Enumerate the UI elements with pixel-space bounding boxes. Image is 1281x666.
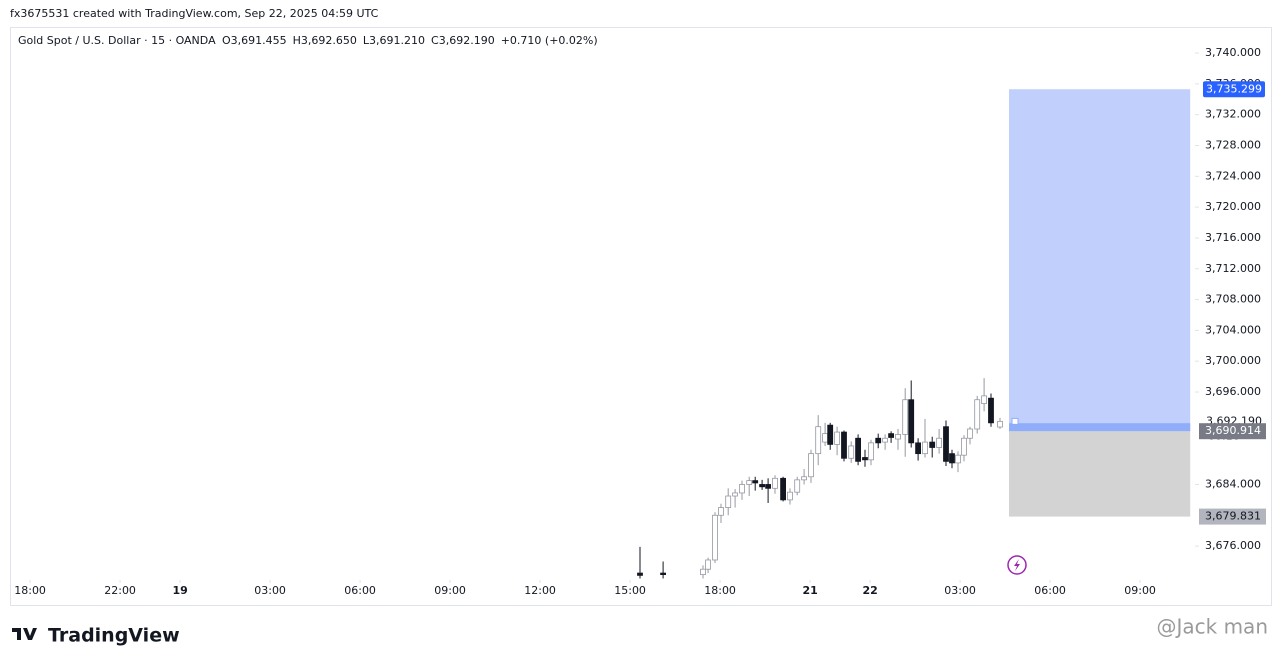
x-tick-label: 09:00	[434, 584, 466, 597]
ohlc-value: O3,691.455	[222, 34, 287, 47]
candle-body	[801, 476, 807, 481]
candle-body	[988, 397, 994, 424]
y-tick-label: 3,724.000	[1205, 169, 1261, 182]
candle-body	[967, 428, 973, 439]
x-tick-label: 19	[172, 584, 187, 597]
candle-body	[827, 424, 834, 445]
ohlc-value: L3,691.210	[363, 34, 425, 47]
stop-zone	[1009, 431, 1191, 517]
candle-body	[888, 433, 894, 438]
y-tick-label: 3,716.000	[1205, 231, 1261, 244]
candle-body	[902, 399, 909, 435]
lightning-icon	[1007, 555, 1027, 575]
candle-body	[834, 431, 840, 445]
candle-body	[752, 480, 759, 484]
candle-body	[929, 441, 936, 448]
candle-body	[746, 480, 753, 485]
y-tick-label: 3,684.000	[1205, 477, 1261, 490]
x-tick-label: 09:00	[1124, 584, 1156, 597]
stop-label: 3,679.831	[1205, 510, 1261, 523]
candle-body	[961, 437, 967, 456]
x-tick-label: 22	[862, 584, 877, 597]
y-tick-label: 3,704.000	[1205, 323, 1261, 336]
candle-body	[908, 399, 915, 444]
last-price-marker	[1011, 417, 1019, 425]
x-tick-label: 06:00	[1034, 584, 1066, 597]
header: fx3675531 created with TradingView.com, …	[10, 7, 379, 20]
ohlc-value: C3,692.190	[431, 34, 495, 47]
x-tick-label: 22:00	[104, 584, 136, 597]
candle-body	[922, 441, 928, 455]
candle-body	[915, 442, 921, 455]
x-tick-label: 03:00	[254, 584, 286, 597]
x-tick-label: 06:00	[344, 584, 376, 597]
candle-body	[637, 572, 643, 576]
y-tick-label: 3,720.000	[1205, 200, 1261, 213]
logo-text: TradingView	[48, 625, 180, 647]
candle-body	[862, 457, 868, 461]
entry-label-bg	[1199, 423, 1266, 440]
candle-body	[895, 433, 901, 440]
candle-body	[841, 431, 847, 459]
ohlc-value: H3,692.650	[293, 34, 357, 47]
candle-body	[712, 514, 718, 561]
target-label: 3,735.299	[1206, 82, 1262, 95]
candle-body	[718, 507, 724, 516]
candle-body	[815, 426, 822, 455]
candle-body	[705, 559, 711, 570]
candle-body	[875, 437, 882, 444]
x-tick-label: 15:00	[614, 584, 646, 597]
y-tick-label: 3,700.000	[1205, 354, 1261, 367]
target-label-bg	[1203, 81, 1265, 98]
ohlc-value: +0.710 (+0.02%)	[501, 34, 598, 47]
x-tick-label: 18:00	[14, 584, 46, 597]
y-tick-label: 3,740.000	[1205, 46, 1261, 59]
x-tick-label: 21	[802, 584, 817, 597]
candle-body	[855, 437, 861, 462]
candle-body	[974, 399, 981, 430]
candle-body	[660, 572, 666, 576]
chart-frame	[10, 27, 1272, 606]
candle-body	[848, 445, 855, 459]
y-tick-label: 3,712.000	[1205, 262, 1261, 275]
target-zone	[1009, 89, 1191, 432]
candle-body	[759, 484, 765, 488]
candle-body	[700, 568, 706, 576]
candle-body	[868, 442, 874, 461]
candle-body	[981, 395, 987, 404]
x-tick-label: 03:00	[944, 584, 976, 597]
y-tick-label: 3,732.000	[1205, 108, 1261, 121]
entry-band	[1009, 423, 1191, 432]
candle-body	[943, 426, 949, 462]
candle-body	[739, 484, 745, 494]
candle-body	[725, 495, 732, 508]
y-tick-label: 3,696.000	[1205, 385, 1261, 398]
candle-body	[794, 479, 801, 493]
x-tick-label: 18:00	[704, 584, 736, 597]
candle-body	[882, 437, 888, 443]
candle-body	[732, 492, 738, 497]
candle-body	[765, 484, 771, 489]
candle-body	[822, 433, 828, 443]
candle-body	[949, 453, 955, 464]
stop-label-bg	[1199, 508, 1266, 525]
candle-body	[997, 420, 1003, 428]
watermark: @Jack man	[1156, 615, 1268, 639]
candle-body	[772, 477, 778, 489]
candle-body	[936, 437, 942, 448]
entry-label: 3,690.914	[1205, 424, 1261, 437]
x-tick-label: 12:00	[524, 584, 556, 597]
logo	[12, 628, 37, 640]
candle-body	[787, 491, 793, 501]
candle-body	[808, 453, 814, 478]
candle-body	[780, 477, 786, 501]
candle-body	[955, 454, 961, 464]
y-tick-label: 3,728.000	[1205, 138, 1261, 151]
y-tick-label: 3,708.000	[1205, 293, 1261, 306]
y-tick-label: 3,676.000	[1205, 539, 1261, 552]
chart-title: Gold Spot / U.S. Dollar · 15 · OANDA	[18, 34, 216, 47]
